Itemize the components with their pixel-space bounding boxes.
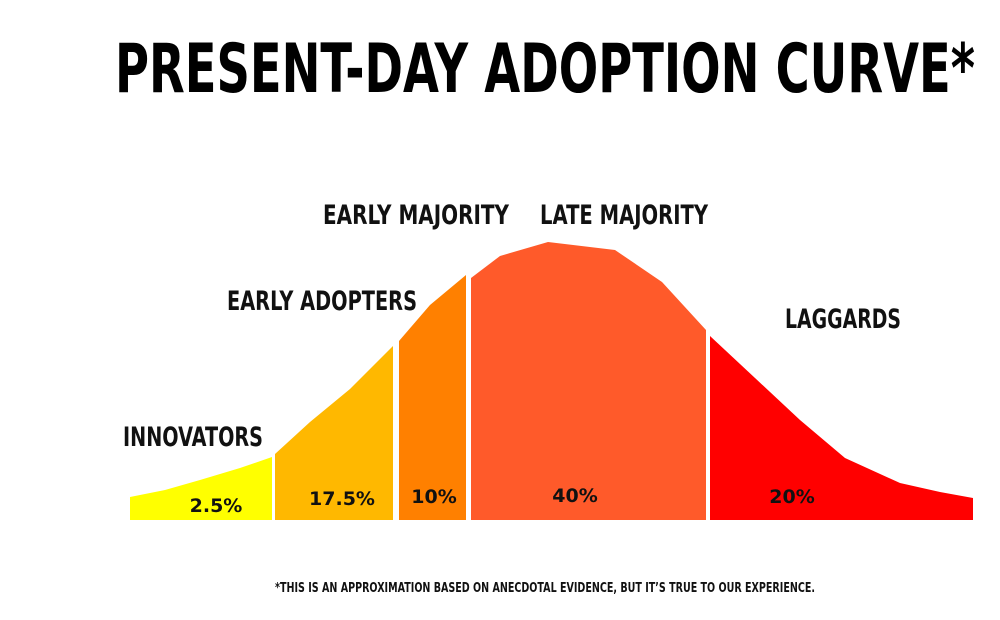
segment-early-majority <box>399 275 466 520</box>
segment-early-adopters <box>275 346 393 520</box>
chart-segments <box>130 242 973 520</box>
value-innovators: 2.5% <box>190 495 243 517</box>
footnote: *THIS IS AN APPROXIMATION BASED ON ANECD… <box>275 581 815 596</box>
segment-innovators <box>130 457 272 520</box>
value-late-majority: 40% <box>552 485 597 507</box>
label-innovators: INNOVATORS <box>123 422 263 453</box>
label-early-adopters: EARLY ADOPTERS <box>227 286 417 317</box>
label-early-majority: EARLY MAJORITY <box>323 200 509 231</box>
value-early-majority: 10% <box>411 486 456 508</box>
label-laggards: LAGGARDS <box>785 304 901 335</box>
segment-laggards <box>710 336 973 520</box>
segment-late-majority <box>471 242 706 520</box>
chart-title: PRESENT-DAY ADOPTION CURVE* <box>115 30 975 109</box>
value-early-adopters: 17.5% <box>309 488 375 510</box>
value-laggards: 20% <box>769 486 814 508</box>
segment-labels: INNOVATORS EARLY ADOPTERS EARLY MAJORITY LA… <box>123 200 901 453</box>
label-late-majority: LATE MAJORITY <box>540 200 708 231</box>
percentage-labels: 2.5% 17.5% 10% 40% 20% <box>190 485 815 517</box>
